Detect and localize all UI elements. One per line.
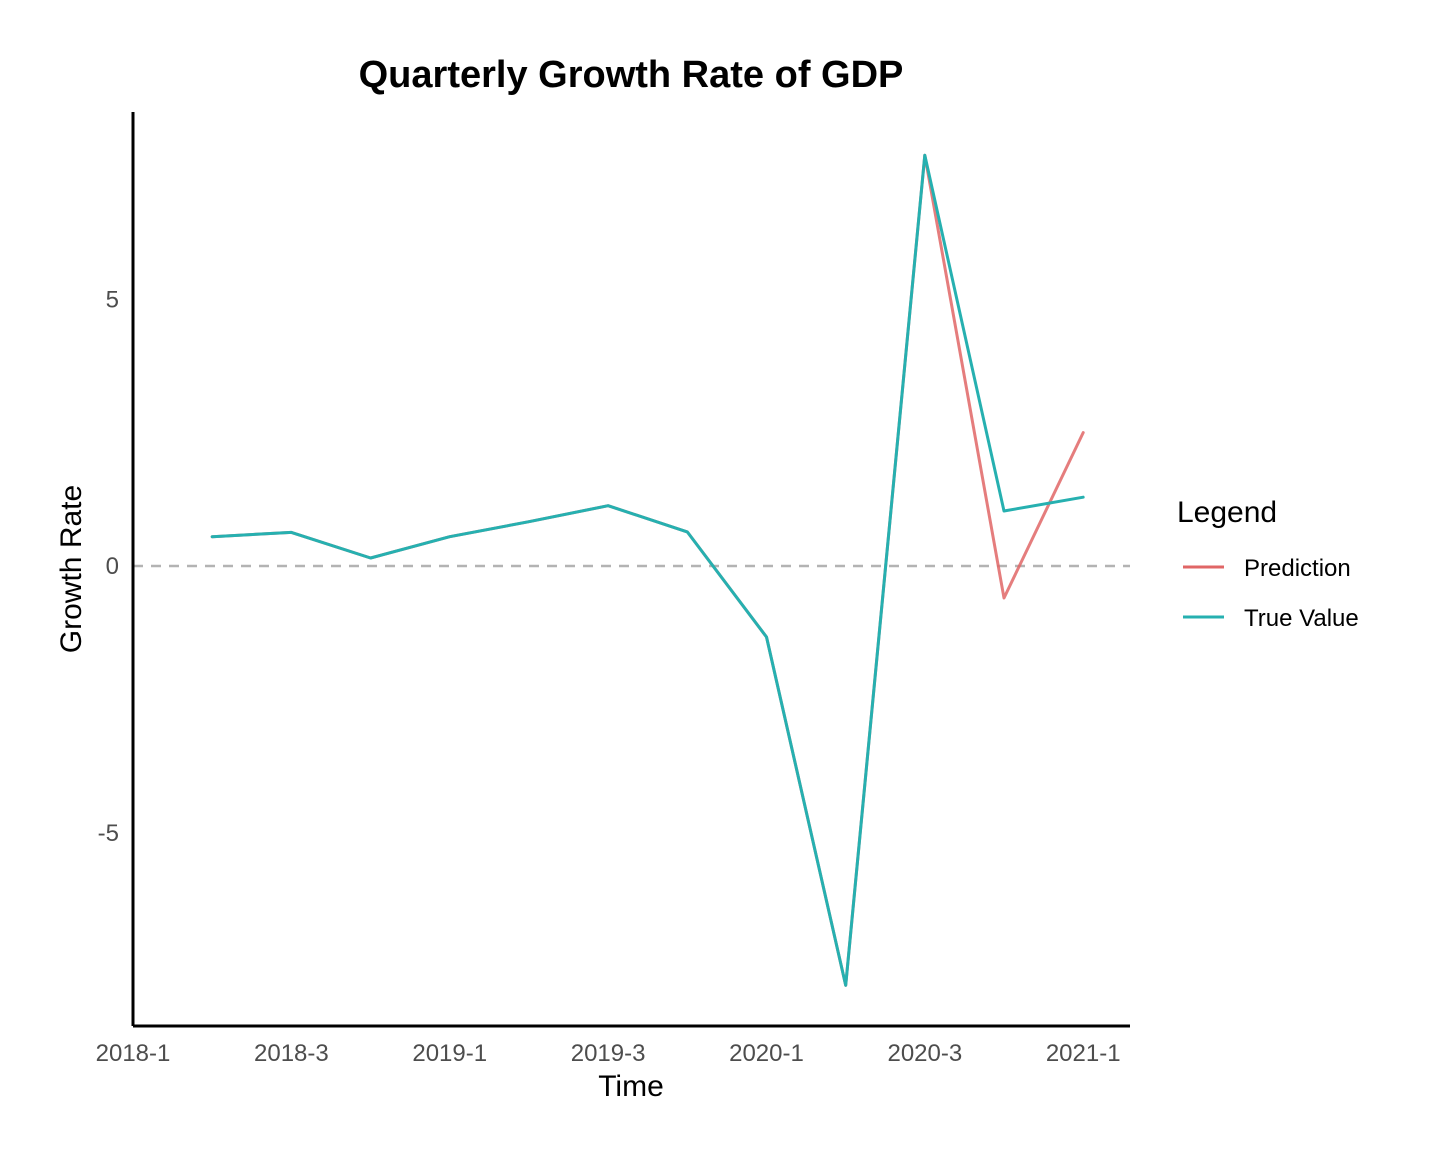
legend-label: Prediction	[1244, 555, 1351, 582]
x-tick-label: 2019-1	[412, 1040, 487, 1067]
chart-title: Quarterly Growth Rate of GDP	[359, 54, 904, 96]
y-axis-title: Growth Rate	[55, 485, 88, 653]
legend-title: Legend	[1177, 496, 1277, 529]
y-tick-label: 0	[106, 553, 119, 580]
legend: Legend Prediction True Value	[1177, 496, 1359, 632]
x-tick-label: 2018-3	[254, 1040, 329, 1067]
x-axis-title: Time	[598, 1070, 664, 1103]
x-tick-label: 2020-1	[729, 1040, 804, 1067]
x-tick-label: 2018-1	[96, 1040, 171, 1067]
y-tick-label: 5	[106, 286, 119, 313]
x-tick-label: 2019-3	[571, 1040, 646, 1067]
y-tick-label: -5	[98, 820, 119, 847]
series-line-true-value	[210, 153, 1085, 987]
legend-label: True Value	[1244, 605, 1359, 632]
x-tick-label: 2021-1	[1046, 1040, 1121, 1067]
x-tick-label: 2020-3	[887, 1040, 962, 1067]
